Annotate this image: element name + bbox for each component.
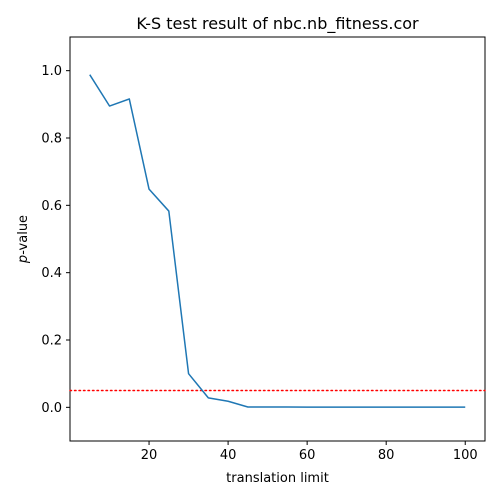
y-tick-label: 1.0 xyxy=(41,64,62,79)
y-tick-label: 0.2 xyxy=(41,334,62,349)
x-axis-ticks: 20 40 60 80 100 xyxy=(141,441,478,463)
y-tick-label: 0.8 xyxy=(41,132,62,147)
y-tick-label: 0.0 xyxy=(41,401,62,416)
series-layer xyxy=(89,74,466,408)
y-axis-label: p-value xyxy=(16,215,31,264)
y-axis-label-italic: p xyxy=(16,255,31,264)
x-tick-label: 100 xyxy=(453,448,478,463)
y-axis-ticks: 0.0 0.2 0.4 0.6 0.8 1.0 xyxy=(41,64,70,416)
x-tick-label: 20 xyxy=(141,448,158,463)
x-tick-label: 40 xyxy=(220,448,237,463)
x-axis-label: translation limit xyxy=(226,471,329,486)
x-tick-label: 80 xyxy=(378,448,395,463)
y-axis-label-rest: -value xyxy=(16,215,31,255)
x-tick-label: 60 xyxy=(299,448,316,463)
y-tick-label: 0.4 xyxy=(41,266,62,281)
chart-title: K-S test result of nbc.nb_fitness.cor xyxy=(136,14,419,34)
y-tick-label: 0.6 xyxy=(41,199,62,214)
plot-frame xyxy=(69,36,486,442)
series-line xyxy=(89,74,466,408)
